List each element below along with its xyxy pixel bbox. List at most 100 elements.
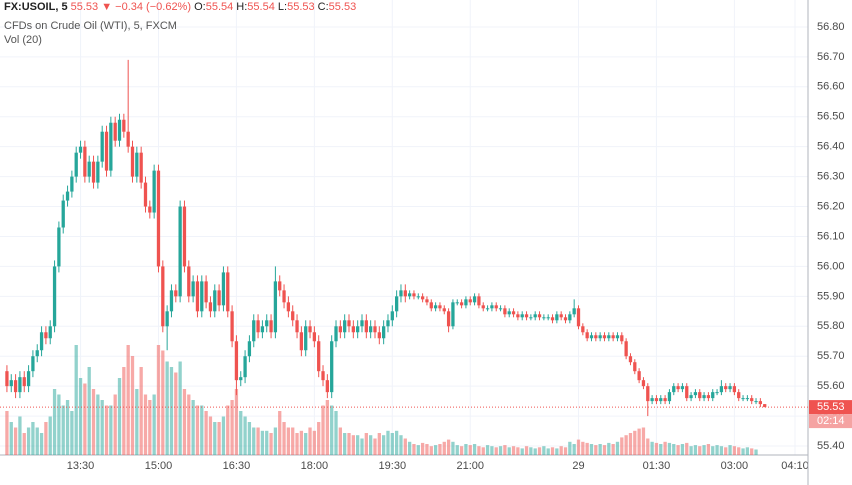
volume-bar [35,427,39,455]
candle-body [420,296,425,300]
x-tick-label: 03:00 [721,460,749,472]
volume-bar [524,446,529,455]
volume-bar [286,427,291,455]
volume-bar [343,433,347,455]
candle-body [602,335,607,339]
candle-body [693,392,698,396]
volume-bar [282,422,286,455]
volume-bar [594,445,598,455]
x-tick-label: 04:10 [781,460,809,472]
volume-bar [446,439,451,455]
volume-bar [550,447,555,455]
candle-body [628,356,633,363]
y-tick-label: 55.70 [817,350,845,362]
label: L: [277,1,288,13]
candle-body [39,332,44,351]
candle-body [239,377,243,381]
volume-bar [338,427,342,455]
volume-bar [291,427,295,455]
candle-body [61,200,65,228]
candle-body [698,392,702,399]
volume-bar [516,447,520,455]
volume-bar [169,367,174,455]
volume-bar [490,446,494,455]
volume-bar [109,405,113,455]
volume-bar [13,427,18,455]
candle-body [589,335,594,339]
candle-body [52,266,57,327]
volume-bar [252,427,256,455]
candle-body [572,308,576,315]
volume-bar [269,433,273,455]
symbol: FX:USOIL, 5 [4,1,68,13]
volume-bar [507,447,511,455]
volume-bar [754,449,758,455]
y-tick-label: 56.60 [817,81,845,93]
candle-body [122,119,126,132]
candle-body [9,380,13,387]
candle-body [576,308,581,327]
candle-body [191,281,195,297]
candle-body [252,320,256,342]
candle-body [226,272,230,312]
ohlc-c: C:55.53 [318,1,357,13]
volume-bar [213,422,217,455]
candle-body [308,326,312,333]
volume-bar [308,427,312,455]
candle-body [221,272,226,306]
candle-body [234,341,239,381]
candle-body [317,341,321,372]
volume-bar [57,394,61,455]
candle-body [256,320,260,333]
candle-body [537,314,542,318]
candle-body [542,317,546,319]
x-tick-label: 01:30 [643,460,671,472]
volume-bar [100,400,104,455]
volume-bar [178,361,182,455]
candle-body [117,119,122,141]
candle-body [269,320,273,333]
volume-bar [44,422,48,455]
volume-bar [646,438,650,455]
candle-body [338,326,342,333]
volume-bar [706,444,711,455]
volume-bar [122,367,126,455]
candle-body [304,326,308,351]
volume-bar [299,430,304,455]
candle-body [468,299,472,303]
label: O: [194,1,206,13]
candle-body [520,314,524,318]
candle-body [637,371,641,381]
candle-body [498,308,503,310]
candle-body [555,314,559,321]
candle-body [650,398,654,402]
volume-bar [373,438,377,455]
volume-bar [321,405,325,455]
candle-body [31,356,35,372]
candle-body [87,161,91,177]
candle-body [667,392,672,402]
volume-bar [589,444,594,455]
candle-body [187,266,191,297]
candle-body [57,227,61,267]
volume-bar [403,438,407,455]
volume-bar [247,422,252,455]
volume-bar [18,416,22,455]
volume-bar [498,446,503,455]
candle-body [265,320,269,327]
volume-bar [672,444,676,455]
candle-body [343,320,347,333]
candle-body [165,311,169,327]
volume-bar [152,394,156,455]
volume-bar [572,444,576,455]
candle-body [5,371,9,387]
volume-bar [503,445,507,455]
candle-body [148,206,152,213]
candle-body [607,335,611,339]
candle-body [685,386,689,399]
candle-body [494,305,498,309]
volume-bar [325,400,330,455]
volume-bar [191,400,195,455]
candle-body [442,308,446,312]
candle-body [529,317,533,319]
